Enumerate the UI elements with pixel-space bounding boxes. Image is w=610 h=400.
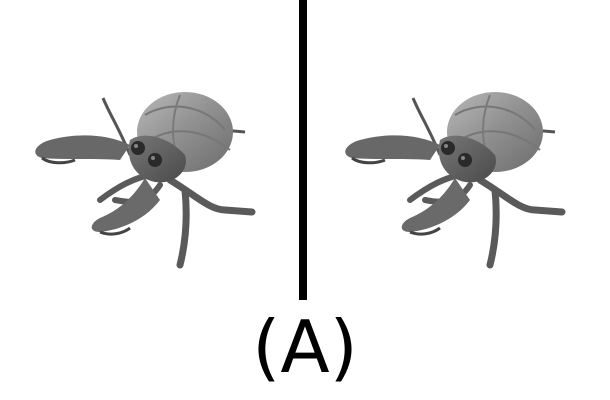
- hermit-crab-icon: [330, 60, 580, 290]
- left-panel: [20, 60, 270, 290]
- right-panel: [330, 60, 580, 290]
- figure-caption: (A): [252, 305, 358, 389]
- vertical-divider: [299, 0, 307, 300]
- hermit-crab-icon: [20, 60, 270, 290]
